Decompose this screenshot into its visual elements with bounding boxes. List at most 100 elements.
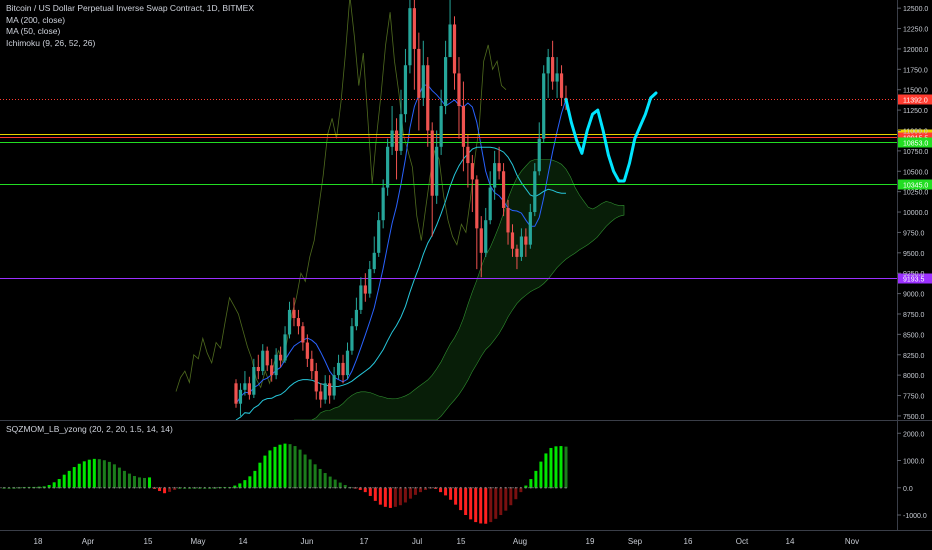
candle-body [466,146,470,164]
histogram-bar [112,464,116,488]
histogram-bar [484,487,488,524]
candle-body [497,163,501,172]
candle-body [479,228,483,253]
histogram-bar [444,487,448,496]
price-tick-label: 11250.0 [903,108,928,115]
price-tick-label: 8750.0 [903,312,925,319]
candle-body [354,309,359,327]
squeeze-dot [73,486,76,489]
squeeze-dot [429,486,432,489]
histogram-bar [343,485,347,488]
histogram-bar [293,446,297,488]
candle-body [408,8,412,66]
projection-drawing [564,91,658,183]
squeeze-dot [233,486,236,489]
histogram-bar [539,461,543,488]
ma50-label[interactable]: MA (50, close) [6,26,61,36]
time-tick-label: 18 [34,537,43,546]
candle-body [470,163,474,180]
histogram-bar [72,467,76,488]
candle-body [484,220,488,253]
price-tick-label: 10250.0 [903,190,928,197]
squeeze-dot [3,486,5,489]
squeeze-dot [284,486,286,489]
histogram-bar [258,462,262,488]
histogram-bar [283,443,287,488]
candle-body [261,350,265,372]
squeeze-dot [304,486,306,489]
sqzmom-label[interactable]: SQZMOM_LB_yzong (20, 2, 20, 1.5, 14, 14) [6,424,173,434]
histogram-bar [509,487,513,506]
histogram-bar [328,476,332,488]
price-tick-label: 10750.0 [903,149,928,156]
histogram-bar [499,487,503,516]
histogram-bar [253,470,257,488]
candle-body [301,326,305,343]
price-tick-label: 12500.0 [903,6,928,13]
time-tick-label: 14 [786,537,795,546]
time-tick-label: 17 [360,537,369,546]
time-tick-label: 15 [144,537,153,546]
histogram-bar [459,487,463,511]
histogram-bar [559,446,563,488]
squeeze-dot [389,486,392,489]
price-tick-label: 8500.0 [903,332,925,339]
price-tick-label: 9500.0 [903,251,925,258]
histogram-bar [333,479,337,488]
ichimoku-lagging-line [175,0,507,392]
squeeze-dot [545,486,547,489]
squeeze-dot [555,486,557,489]
candle-body [519,236,524,257]
histogram-bar [439,487,443,493]
candle-body [341,362,345,376]
squeeze-dot [524,486,527,489]
squeeze-dot [188,486,191,489]
histogram-bar [474,487,478,523]
histogram-bar [77,463,81,488]
level-price-tag [898,273,932,284]
squeeze-dot [123,486,126,489]
squeeze-dot [13,486,15,489]
indicator-tick-label: -1000.0 [903,513,927,520]
histogram-bar [233,485,237,488]
candle-body [426,65,430,131]
candle-body [283,334,287,361]
histogram-bar [373,487,377,501]
candle-body [533,171,537,213]
price-tick-label: 11750.0 [903,67,928,74]
squeeze-dot [314,486,317,489]
squeeze-dot [148,486,151,489]
squeeze-dot [118,486,121,489]
candle-body [310,358,314,372]
histogram-bar [248,476,252,488]
squeeze-dot [238,486,241,489]
histogram-bar [479,487,483,524]
histogram-bar [549,447,553,488]
histogram-bar [534,470,538,488]
ichimoku-label[interactable]: Ichimoku (9, 26, 52, 26) [6,37,96,48]
ma200-label[interactable]: MA (200, close) [6,14,66,25]
candle-body [359,285,363,310]
histogram-bar [97,459,101,488]
squeeze-dot [203,486,206,489]
symbol-title[interactable]: Bitcoin / US Dollar Perpetual Inverse Sw… [6,3,255,13]
histogram-bar [383,487,387,507]
squeeze-dot [529,486,532,489]
squeeze-dot [53,486,56,489]
candle-body [372,252,376,270]
histogram-bar [398,487,402,506]
candle-body [430,130,434,196]
histogram-bar [313,464,317,488]
time-tick-label: Aug [513,537,527,546]
squeeze-dot [248,486,251,489]
histogram-bar [554,446,558,488]
histogram-bar [338,482,342,488]
histogram-bar [67,470,71,488]
squeeze-dot [243,486,246,489]
squeeze-dot [8,486,10,489]
candle-body [247,383,251,395]
histogram-bar [298,449,302,488]
squeeze-dot [474,486,477,489]
